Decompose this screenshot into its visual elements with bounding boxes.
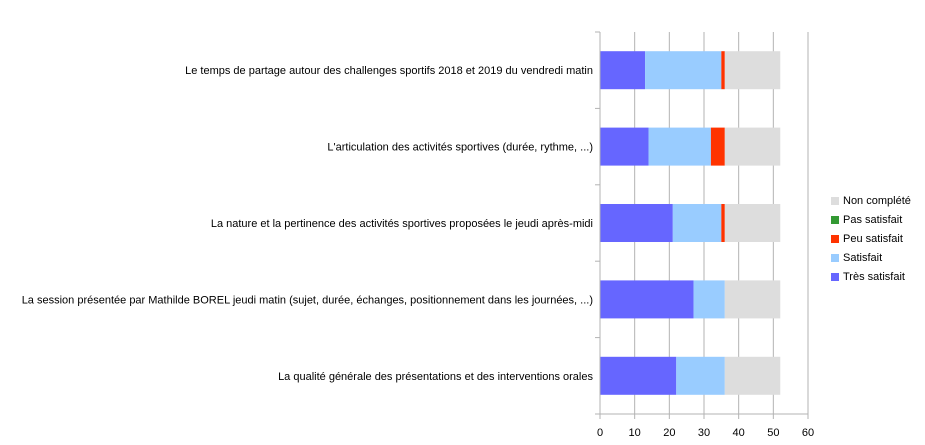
legend-item: Peu satisfait (831, 229, 911, 248)
bar-segment (600, 280, 694, 319)
legend-swatch (831, 215, 839, 224)
category-label: L'articulation des activités sportives (… (327, 142, 593, 154)
x-tick-label: 60 (802, 427, 814, 439)
legend: Non complété Pas satisfait Peu satisfait Sa… (831, 191, 911, 287)
category-label: La qualité générale des présentations et… (278, 371, 593, 383)
legend-label: Non complété (843, 194, 911, 207)
legend-label: Pas satisfait (843, 213, 903, 226)
axes (595, 31, 809, 419)
x-tick-label: 30 (698, 427, 710, 439)
x-tick-label: 50 (767, 427, 779, 439)
bar-segment (724, 356, 781, 395)
legend-item: Satisfait (831, 249, 911, 268)
legend-label: Très satisfait (843, 271, 905, 284)
bar-segment (724, 127, 781, 166)
legend-swatch (831, 254, 839, 263)
bar-segment (721, 204, 725, 242)
category-label: Le temps de partage autour des challenge… (185, 65, 593, 77)
legend-label: Peu satisfait (843, 232, 903, 245)
legend-swatch (831, 234, 839, 243)
x-tick-label: 20 (663, 427, 675, 439)
x-tick-labels: 0 10 20 30 40 50 60 (597, 427, 814, 439)
legend-swatch (831, 196, 839, 205)
bar-segment (648, 127, 711, 166)
bar-segment (600, 356, 677, 395)
bar-segment (600, 204, 673, 242)
bar-segment (693, 280, 725, 319)
legend-swatch (831, 273, 839, 282)
bar-segment (672, 204, 722, 242)
bar-segment (724, 204, 781, 242)
bar-segment (710, 127, 725, 166)
legend-label: Satisfait (843, 252, 883, 265)
category-labels: Le temps de partage autour des challenge… (22, 65, 594, 383)
bar-segment (676, 356, 725, 395)
legend-item: Non complété (831, 191, 911, 210)
bar-segment (600, 51, 646, 90)
legend-item: Très satisfait (831, 268, 911, 287)
bar-segment (600, 127, 649, 166)
bar-segment (724, 51, 781, 90)
bar-segment (645, 51, 722, 90)
x-tick-label: 10 (629, 427, 641, 439)
category-label: La nature et la pertinence des activités… (211, 218, 593, 230)
x-tick-label: 0 (597, 427, 603, 439)
bar-segment (721, 51, 725, 90)
x-tick-label: 40 (733, 427, 745, 439)
category-label: La session présentée par Mathilde BOREL … (22, 294, 593, 306)
legend-item: Pas satisfait (831, 210, 911, 229)
bar-segment (724, 280, 781, 319)
bars (600, 51, 781, 395)
